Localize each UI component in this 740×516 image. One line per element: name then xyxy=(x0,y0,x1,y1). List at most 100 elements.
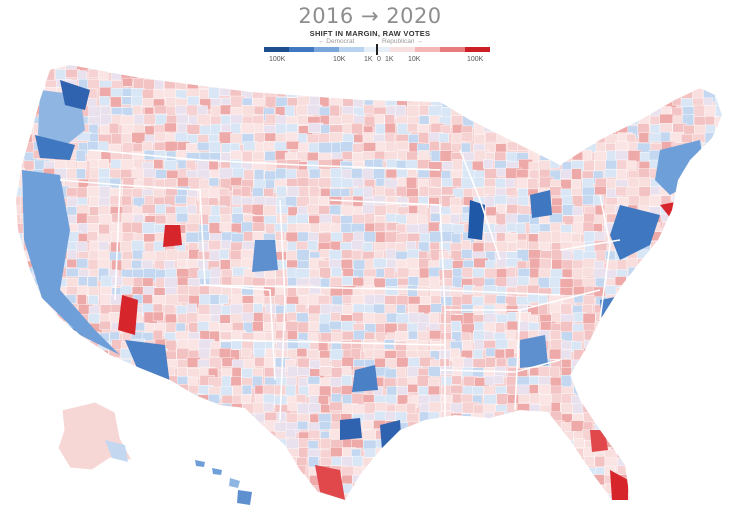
county-cell xyxy=(57,503,68,514)
county-cell xyxy=(307,349,319,359)
county-cell xyxy=(528,467,543,480)
county-cell xyxy=(132,143,144,154)
county-cell xyxy=(208,483,219,496)
county-cell xyxy=(406,177,417,190)
county-cell xyxy=(395,259,408,270)
county-cell xyxy=(605,204,617,214)
county-cell xyxy=(725,232,738,242)
county-cell xyxy=(396,504,412,514)
county-cell xyxy=(725,349,740,361)
county-cell xyxy=(429,447,446,458)
county-cell xyxy=(55,375,66,386)
county-cell xyxy=(362,502,378,513)
county-cell xyxy=(560,78,577,88)
county-cell xyxy=(298,79,313,89)
county-cell xyxy=(703,221,719,233)
county-cell xyxy=(539,458,552,471)
county-cell xyxy=(210,412,226,425)
county-cell xyxy=(154,465,165,475)
county-cell xyxy=(615,80,630,92)
legend-tick-rep-10k: 10K xyxy=(408,56,421,63)
county-cell xyxy=(551,70,566,82)
county-cell xyxy=(131,260,142,269)
county-cell xyxy=(364,80,380,93)
county-cell xyxy=(639,331,655,342)
county-cell xyxy=(77,70,88,81)
county-cell xyxy=(275,168,287,179)
county-cell xyxy=(21,80,34,92)
county-cell xyxy=(505,71,519,84)
county-cell xyxy=(638,456,655,470)
county-cell xyxy=(726,204,739,214)
county-map xyxy=(0,60,740,516)
county-cell xyxy=(88,196,101,207)
county-cell xyxy=(485,357,496,368)
legend-swatch xyxy=(339,47,365,52)
county-cell xyxy=(276,185,287,197)
county-cell xyxy=(143,484,154,498)
county-cell xyxy=(463,438,479,448)
county-cell xyxy=(627,368,642,378)
county-cell xyxy=(529,411,544,425)
county-cell xyxy=(408,65,422,71)
county-cell xyxy=(78,276,88,286)
county-cell xyxy=(187,204,197,214)
county-cell xyxy=(33,375,43,386)
county-cell xyxy=(572,475,583,487)
county-cell xyxy=(539,116,549,126)
county-cell xyxy=(21,277,32,288)
county-cell xyxy=(287,223,299,233)
county-cell xyxy=(549,150,561,162)
county-cell xyxy=(649,493,660,500)
county-cell xyxy=(132,393,148,402)
county-cell xyxy=(384,493,396,500)
county-cell xyxy=(441,439,452,452)
denver-region xyxy=(252,240,278,272)
county-cell xyxy=(460,132,473,142)
county-cell xyxy=(362,420,373,430)
county-cell xyxy=(187,70,197,82)
county-cell xyxy=(705,151,715,161)
county-cell xyxy=(626,295,643,305)
county-cell xyxy=(166,502,176,510)
county-cell xyxy=(407,476,421,488)
county-cell xyxy=(518,474,529,485)
county-cell xyxy=(32,485,47,499)
county-cell xyxy=(572,249,584,261)
county-cell xyxy=(615,430,625,440)
county-cell xyxy=(276,502,289,513)
county-cell xyxy=(45,429,58,440)
county-cell xyxy=(264,475,277,489)
county-cell xyxy=(264,484,276,495)
county-cell xyxy=(692,349,709,363)
county-cell xyxy=(659,286,670,297)
county-cell xyxy=(627,150,642,163)
county-cell xyxy=(583,115,597,127)
county-cell xyxy=(16,277,28,291)
county-cell xyxy=(241,368,254,380)
county-cell xyxy=(670,222,687,236)
county-cell xyxy=(649,483,661,497)
county-cell xyxy=(397,267,410,278)
county-cell xyxy=(361,168,376,181)
county-cell xyxy=(362,285,376,296)
county-cell xyxy=(628,323,642,336)
county-cell xyxy=(681,177,698,187)
county-cell xyxy=(16,449,24,461)
county-cell xyxy=(560,106,573,118)
county-cell xyxy=(516,420,529,432)
county-cell xyxy=(22,285,39,295)
county-cell xyxy=(275,268,288,278)
county-cell xyxy=(682,439,692,450)
county-cell xyxy=(692,483,705,493)
county-cell xyxy=(604,169,619,178)
county-cell xyxy=(682,420,699,431)
county-cell xyxy=(131,456,148,469)
county-cell xyxy=(44,449,60,459)
county-cell xyxy=(176,259,188,268)
county-cell xyxy=(715,205,722,219)
county-cell xyxy=(121,512,133,516)
county-cell xyxy=(617,504,633,516)
county-cell xyxy=(86,215,100,225)
county-cell xyxy=(308,429,321,439)
